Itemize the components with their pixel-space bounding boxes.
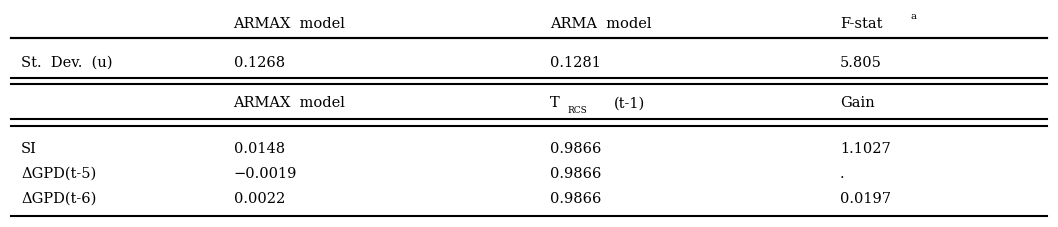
Text: ARMAX  model: ARMAX model [234, 96, 345, 110]
Text: .: . [840, 166, 844, 180]
Text: ΔGPD(t-5): ΔGPD(t-5) [21, 166, 96, 180]
Text: (t-1): (t-1) [614, 96, 645, 110]
Text: 0.9866: 0.9866 [550, 142, 601, 156]
Text: RCS: RCS [567, 105, 587, 114]
Text: 1.1027: 1.1027 [840, 142, 891, 156]
Text: ARMAX  model: ARMAX model [234, 17, 345, 31]
Text: 0.9866: 0.9866 [550, 166, 601, 180]
Text: 0.0022: 0.0022 [234, 191, 285, 205]
Text: St.  Dev.  (u): St. Dev. (u) [21, 55, 112, 69]
Text: ARMA  model: ARMA model [550, 17, 652, 31]
Text: F-stat: F-stat [840, 17, 882, 31]
Text: −0.0019: −0.0019 [234, 166, 297, 180]
Text: 0.0197: 0.0197 [840, 191, 891, 205]
Text: ΔGPD(t-6): ΔGPD(t-6) [21, 191, 96, 205]
Text: 0.0148: 0.0148 [234, 142, 285, 156]
Text: SI: SI [21, 142, 37, 156]
Text: 0.1281: 0.1281 [550, 55, 601, 69]
Text: 5.805: 5.805 [840, 55, 882, 69]
Text: Gain: Gain [840, 96, 875, 110]
Text: T: T [550, 96, 560, 110]
Text: a: a [911, 12, 916, 21]
Text: 0.1268: 0.1268 [234, 55, 285, 69]
Text: 0.9866: 0.9866 [550, 191, 601, 205]
